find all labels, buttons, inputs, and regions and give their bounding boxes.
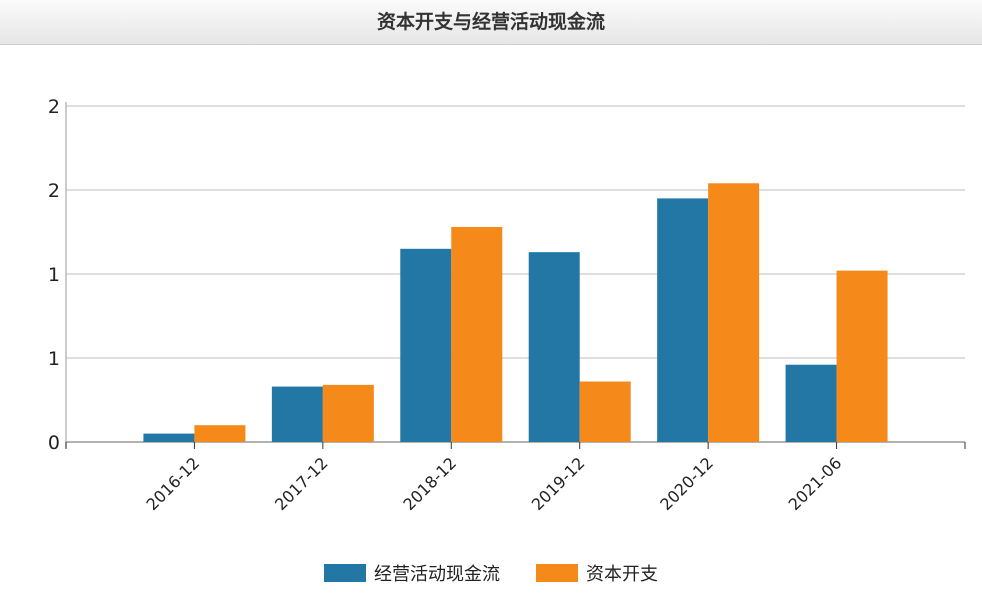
bar-cashflow: [657, 198, 709, 442]
y-tick-label: 2: [48, 96, 60, 118]
x-tick-label: 2020-12: [656, 453, 717, 514]
bar-capex: [836, 270, 888, 442]
legend-item-series-1[interactable]: 资本开支: [536, 560, 658, 586]
legend-swatch: [324, 564, 366, 582]
y-tick-label: 1: [48, 348, 60, 370]
x-tick-label: 2019-12: [528, 453, 589, 514]
bar-capex: [708, 183, 760, 442]
bar-cashflow: [528, 252, 580, 442]
bar-capex: [579, 381, 631, 442]
legend-swatch: [536, 564, 578, 582]
bar-cashflow: [271, 386, 323, 442]
x-tick-label: 2016-12: [143, 453, 204, 514]
x-tick-label: 2017-12: [271, 453, 332, 514]
bar-cashflow: [400, 248, 452, 442]
bar-cashflow: [143, 433, 195, 442]
x-tick-label: 2018-12: [399, 453, 460, 514]
bar-capex: [194, 425, 246, 442]
legend-label: 资本开支: [586, 564, 658, 585]
bar-capex: [451, 226, 503, 442]
legend: 经营活动现金流 资本开支: [0, 560, 982, 586]
y-tick-label: 2: [48, 180, 60, 202]
bar-cashflow: [785, 364, 837, 442]
bar-capex: [322, 384, 374, 442]
x-tick-label: 2021-06: [785, 453, 846, 514]
chart-title: 资本开支与经营活动现金流: [0, 0, 982, 45]
y-tick-label: 1: [48, 264, 60, 286]
legend-label: 经营活动现金流: [374, 564, 500, 585]
y-tick-label: 0: [48, 432, 60, 454]
legend-item-series-0[interactable]: 经营活动现金流: [324, 560, 500, 586]
